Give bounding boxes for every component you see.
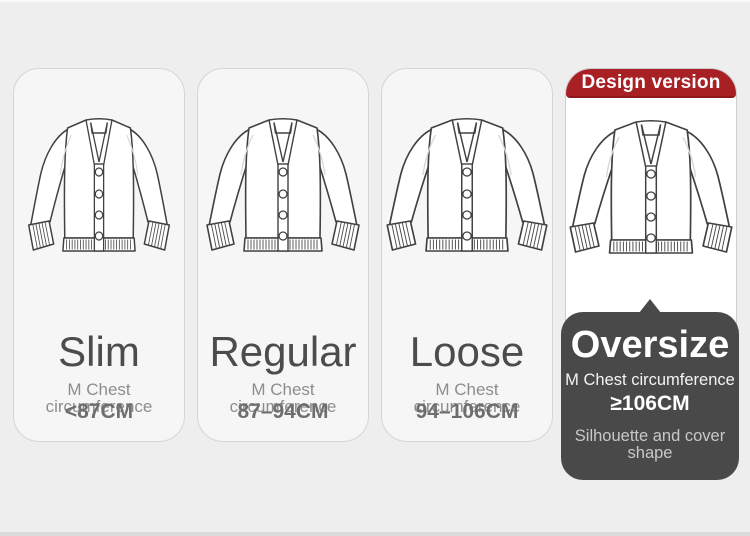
cardigan-icon <box>27 117 171 252</box>
chest-circumference-label: M Chest circumference <box>565 370 735 389</box>
chest-circumference-label: M Chest circumference <box>45 380 153 416</box>
fit-card-loose: Loose M Chest circumference 94–106CM <box>381 68 553 442</box>
design-version-banner: Design version <box>566 69 736 98</box>
cardigan-icon <box>386 117 548 252</box>
cardigan-illustration <box>198 115 368 265</box>
bottom-divider-strip <box>0 532 750 536</box>
fit-card-regular: Regular M Chest circumference 87–94CM <box>197 68 369 442</box>
callout-pointer-icon <box>639 299 661 313</box>
cardigan-illustration <box>566 117 736 267</box>
cardigan-illustration <box>14 115 184 265</box>
chest-circumference-value: 87–94CM <box>237 400 329 423</box>
chest-circumference-label: M Chest circumference <box>413 380 521 416</box>
chest-circumference-value: ≥106CM <box>610 392 690 416</box>
chest-circumference-label: M Chest circumference <box>229 380 337 416</box>
top-highlight-strip <box>0 0 750 2</box>
cardigan-icon <box>206 117 360 252</box>
fit-name: Slim <box>58 328 140 375</box>
silhouette-note: Silhouette and cover shape <box>574 427 726 462</box>
fit-name: Loose <box>409 328 525 375</box>
oversize-callout: Oversize M Chest circumference ≥106CM Si… <box>561 299 739 480</box>
cardigan-icon <box>569 119 733 254</box>
fit-card-slim: Slim M Chest circumference <87CM <box>13 68 185 442</box>
cardigan-illustration <box>382 115 552 265</box>
fit-name: Oversize <box>570 324 730 366</box>
chest-circumference-value: <87CM <box>64 400 134 423</box>
fit-name: Regular <box>209 328 357 375</box>
chest-circumference-value: 94–106CM <box>415 400 519 423</box>
